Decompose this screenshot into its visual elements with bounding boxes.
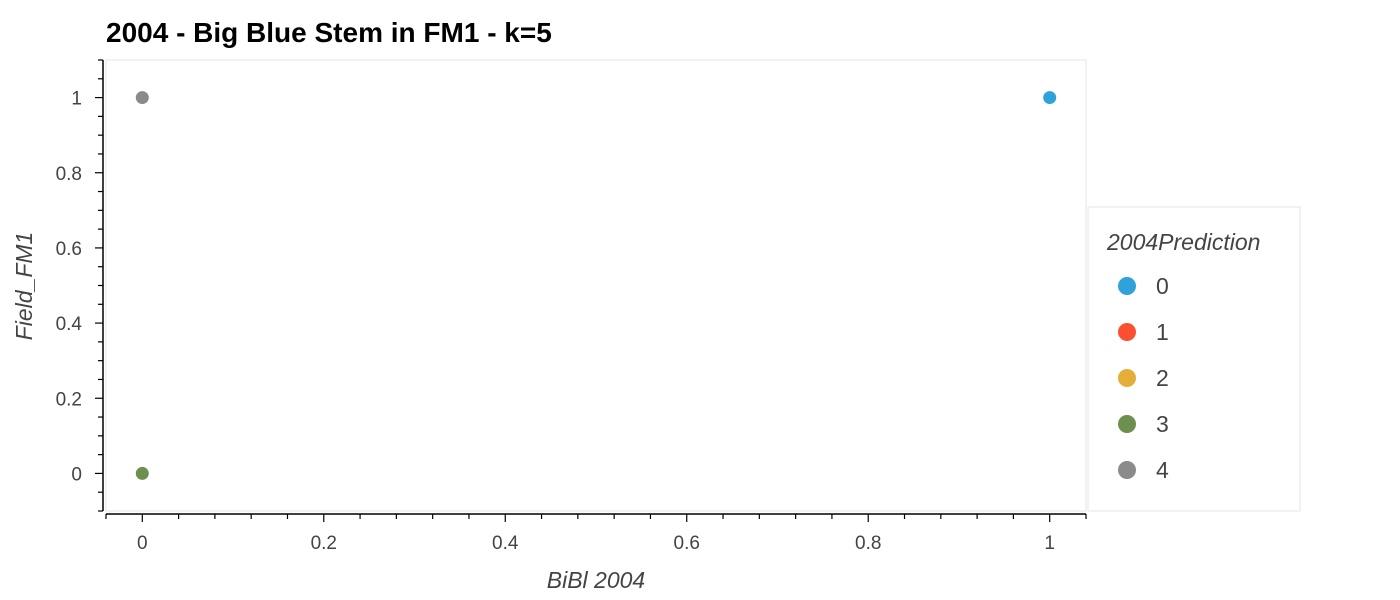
y-tick-label: 0 bbox=[71, 464, 82, 485]
x-tick-label: 0 bbox=[137, 533, 148, 554]
legend-label-0: 0 bbox=[1156, 273, 1169, 299]
legend-label-2: 2 bbox=[1156, 365, 1169, 391]
y-axis: 0 0.2 0.4 0.6 0.8 1 bbox=[56, 59, 104, 512]
x-axis: 0 0.2 0.4 0.6 0.8 1 bbox=[105, 513, 1087, 554]
legend-marker-1 bbox=[1118, 323, 1136, 341]
x-axis-label: BiBl 2004 bbox=[547, 567, 645, 593]
data-point-series-0 bbox=[1043, 91, 1057, 105]
data-points bbox=[135, 91, 1057, 480]
legend-box bbox=[1087, 206, 1301, 512]
legend-marker-4 bbox=[1118, 461, 1136, 479]
legend-marker-0 bbox=[1118, 277, 1136, 295]
chart-title: 2004 - Big Blue Stem in FM1 - k=5 bbox=[106, 17, 552, 48]
legend-marker-3 bbox=[1118, 415, 1136, 433]
x-tick-label: 0.4 bbox=[492, 533, 519, 554]
y-tick-label: 0.8 bbox=[56, 164, 82, 185]
y-axis-label: Field_FM1 bbox=[11, 232, 37, 341]
legend: 2004Prediction 0 1 2 3 4 bbox=[1087, 206, 1301, 512]
y-tick-label: 1 bbox=[71, 89, 82, 110]
legend-label-4: 4 bbox=[1156, 457, 1169, 483]
y-tick-label: 0.6 bbox=[56, 239, 82, 260]
data-point-series-4 bbox=[135, 91, 149, 105]
y-tick-label: 0.4 bbox=[56, 314, 83, 335]
x-tick-label: 0.2 bbox=[311, 533, 337, 554]
legend-title: 2004Prediction bbox=[1106, 229, 1260, 255]
legend-label-3: 3 bbox=[1156, 411, 1169, 437]
legend-items: 0 1 2 3 4 bbox=[1118, 273, 1169, 483]
x-tick-label: 0.8 bbox=[855, 533, 881, 554]
x-tick-label: 0.6 bbox=[674, 533, 700, 554]
data-point-series-3 bbox=[135, 466, 149, 480]
plot-area bbox=[105, 59, 1087, 512]
legend-marker-2 bbox=[1118, 369, 1136, 387]
legend-label-1: 1 bbox=[1156, 319, 1169, 345]
x-tick-label: 1 bbox=[1044, 533, 1055, 554]
y-tick-label: 0.2 bbox=[56, 389, 82, 410]
